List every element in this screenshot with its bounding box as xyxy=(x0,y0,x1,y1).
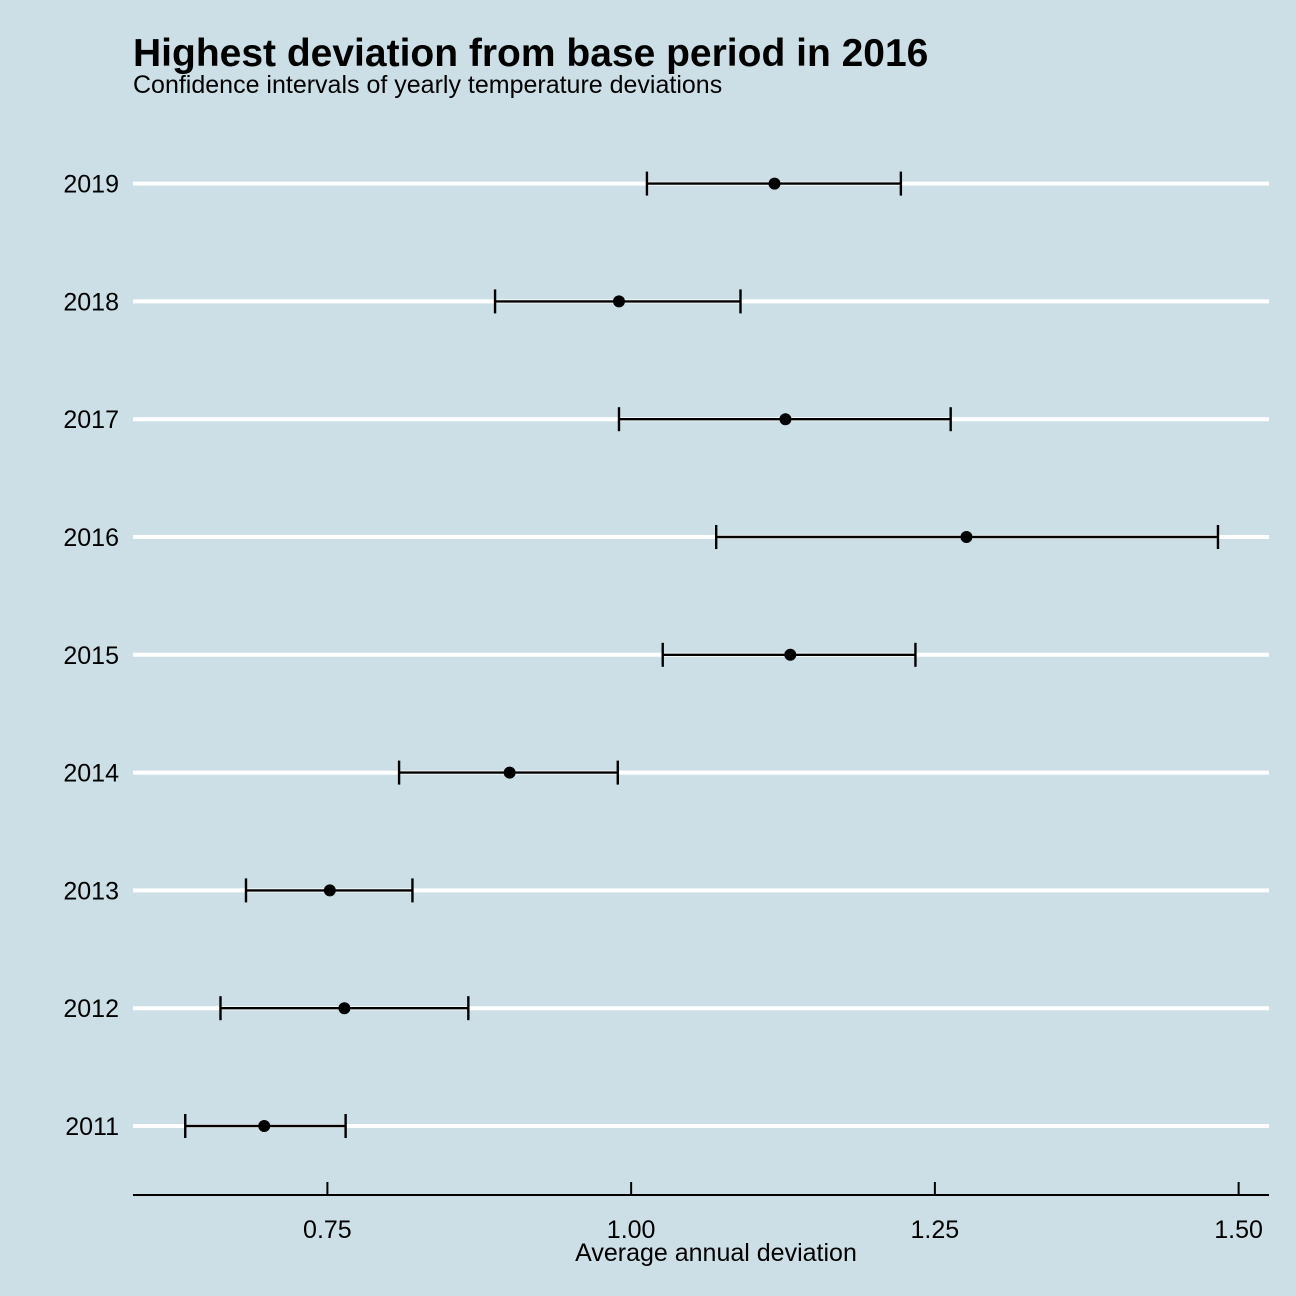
estimate-point-2012 xyxy=(338,1002,351,1015)
x-tick-label-1.00: 1.00 xyxy=(607,1216,656,1244)
error-bar-2016 xyxy=(714,525,1220,549)
error-bar-2019 xyxy=(645,171,903,196)
chart-title: Highest deviation from base period in 20… xyxy=(133,32,929,75)
y-tick-label-2012: 2012 xyxy=(63,995,119,1023)
estimate-point-2011 xyxy=(258,1120,271,1132)
y-tick-labels: 2011 2012 2013 2014 2015 2016 2017 2018 2019 xyxy=(63,171,119,1141)
estimate-point-2019 xyxy=(768,177,781,190)
y-tick-label-2014: 2014 xyxy=(63,760,119,788)
x-tick-label-1.25: 1.25 xyxy=(911,1216,960,1244)
y-tick-label-2016: 2016 xyxy=(63,524,119,552)
error-bar-2011 xyxy=(184,1114,347,1138)
error-bar-2014 xyxy=(397,760,619,785)
estimate-point-2014 xyxy=(503,766,516,779)
error-bar-2013 xyxy=(244,878,414,903)
x-tick-label-1.50: 1.50 xyxy=(1214,1216,1263,1244)
x-tick-layer: 0.75 1.00 1.25 1.50 xyxy=(303,1182,1263,1244)
error-bar-2017 xyxy=(617,407,952,432)
estimate-point-2013 xyxy=(323,884,336,897)
y-tick-label-2013: 2013 xyxy=(63,877,119,905)
estimate-point-2017 xyxy=(779,413,792,426)
y-tick-label-2015: 2015 xyxy=(63,642,119,670)
estimate-point-2018 xyxy=(612,295,625,308)
error-bar-2012 xyxy=(219,996,470,1021)
chart-subtitle: Confidence intervals of yearly temperatu… xyxy=(133,71,723,99)
error-bar-2018 xyxy=(493,289,742,314)
estimate-point-2016 xyxy=(960,531,973,543)
y-tick-label-2018: 2018 xyxy=(63,288,119,316)
y-tick-label-2017: 2017 xyxy=(63,406,119,434)
error-bar-2015 xyxy=(661,642,917,667)
error-bar-layer xyxy=(184,171,1220,1138)
x-axis-title: Average annual deviation xyxy=(575,1239,857,1267)
x-tick-label-0.75: 0.75 xyxy=(303,1216,352,1244)
estimate-point-2015 xyxy=(784,648,797,661)
y-tick-label-2019: 2019 xyxy=(63,171,119,199)
y-tick-label-2011: 2011 xyxy=(65,1113,119,1141)
